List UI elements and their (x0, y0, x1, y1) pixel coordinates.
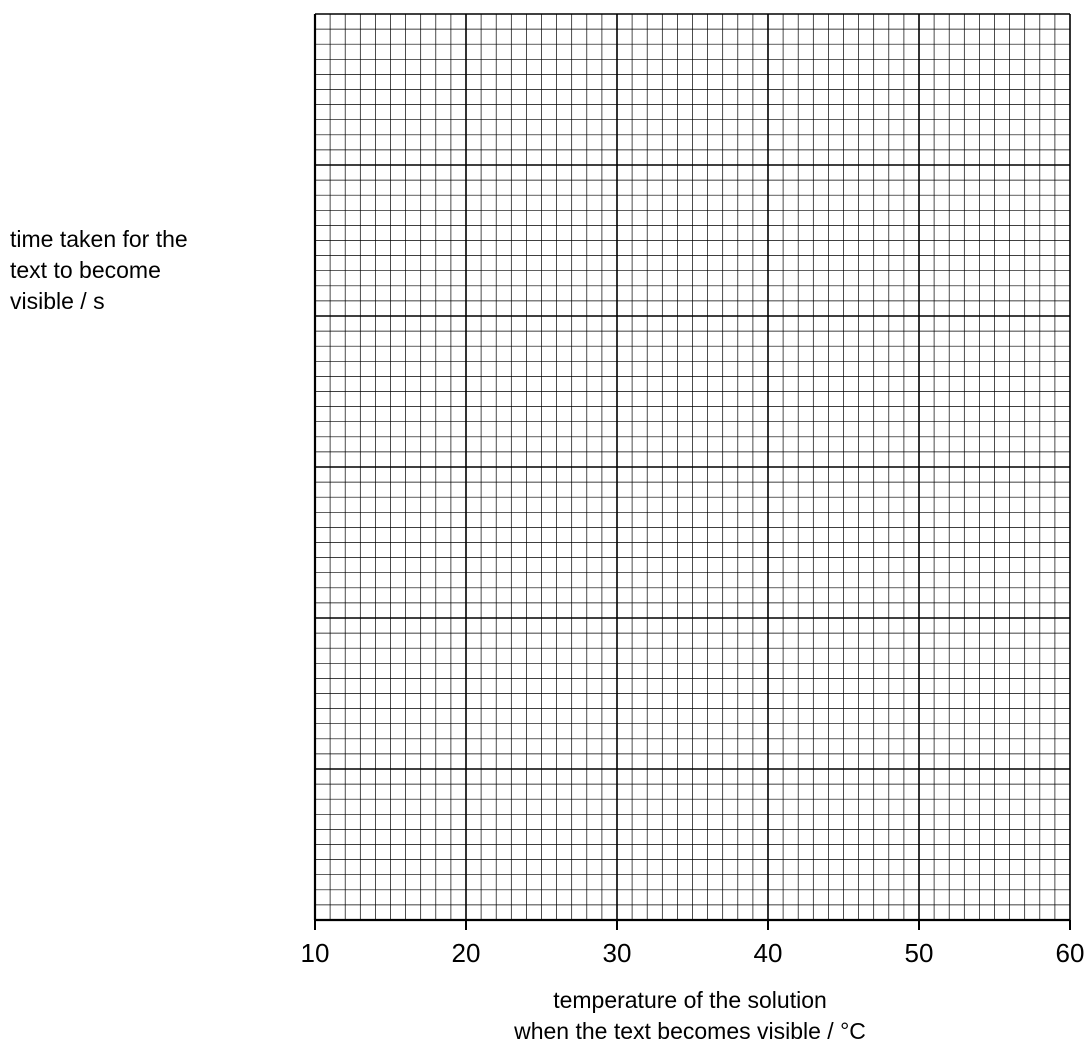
y-axis-label-line-3: visible / s (10, 288, 105, 314)
x-tick-label: 40 (754, 938, 783, 968)
x-axis-label-line-2: when the text becomes visible / °C (514, 1018, 866, 1044)
x-axis-label-line-1: temperature of the solution (553, 987, 827, 1013)
axes (313, 14, 1070, 922)
x-tick-label: 30 (603, 938, 632, 968)
y-axis-label: time taken for the text to become visibl… (10, 224, 270, 317)
x-axis-label: temperature of the solution when the tex… (390, 985, 990, 1047)
y-axis-label-line-2: text to become (10, 257, 161, 283)
x-axis-ticks: 10 20 30 40 50 60 (301, 920, 1085, 968)
x-tick-label: 20 (452, 938, 481, 968)
x-tick-label: 60 (1056, 938, 1085, 968)
x-tick-label: 10 (301, 938, 330, 968)
x-tick-label: 50 (905, 938, 934, 968)
y-axis-label-line-1: time taken for the (10, 226, 188, 252)
